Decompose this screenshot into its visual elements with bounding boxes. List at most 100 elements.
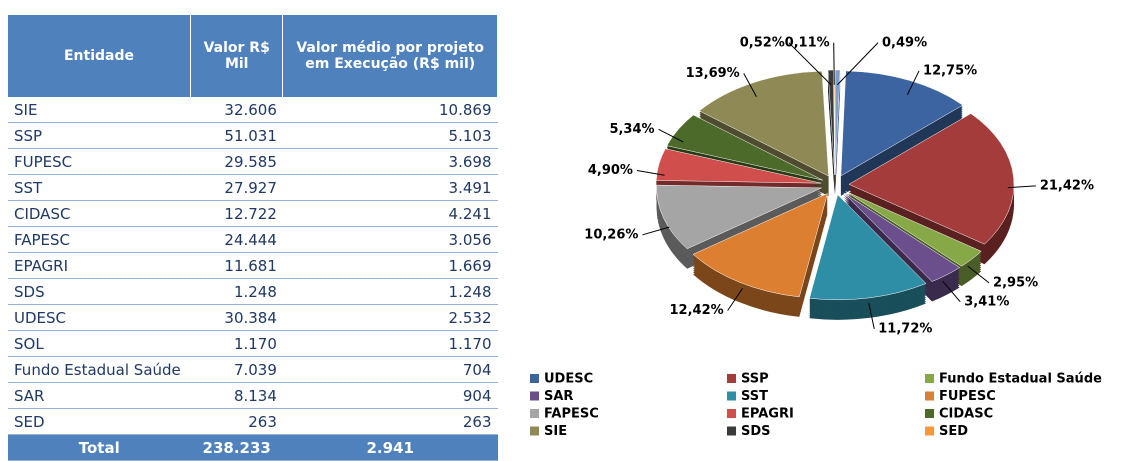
table-cell: 3.056 — [282, 226, 498, 253]
legend-label: EPAGRI — [741, 407, 794, 422]
table-cell: 3.698 — [282, 148, 498, 175]
table-cell: 11.681 — [190, 252, 283, 279]
legend-swatch — [925, 374, 934, 383]
leader-line — [658, 128, 684, 143]
legend-label: UDESC — [544, 372, 593, 387]
table-cell: 29.585 — [190, 148, 283, 175]
table-cell: 51.031 — [190, 122, 283, 149]
data-label: 0,49% — [882, 35, 927, 50]
legend-swatch — [727, 391, 736, 401]
table-cell: 1.669 — [282, 252, 498, 279]
slice — [698, 70, 829, 177]
table-row: FUPESC 29.585 3.698 — [8, 148, 498, 175]
table-cell: 263 — [282, 408, 498, 435]
leader-line — [743, 73, 757, 97]
slice — [666, 114, 823, 181]
data-label: 13,69% — [686, 66, 740, 81]
table-cell: Fundo Estadual Saúde — [8, 356, 191, 383]
table-cell: UDESC — [8, 304, 191, 331]
legend-label: SED — [939, 424, 968, 439]
table-cell: SDS — [8, 278, 191, 305]
data-label: 0,52% — [740, 35, 785, 50]
legend-swatch — [530, 374, 539, 383]
table-cell: SSP — [8, 122, 191, 149]
table-row: SST 27.927 3.491 — [8, 174, 498, 201]
table-cell: 704 — [282, 356, 498, 383]
data-label: 2,95% — [993, 275, 1038, 290]
legend-swatch — [925, 426, 934, 436]
table-cell: FAPESC — [8, 226, 191, 253]
table-row: UDESC 30.384 2.532 — [8, 304, 498, 331]
table-body: SIE 32.606 10.869 SSP 51.031 5.103 FUPESC 29.58… — [8, 97, 498, 461]
data-label: 4,90% — [588, 163, 633, 178]
legend-label: SSP — [741, 372, 769, 387]
header-cell: Entidade — [8, 15, 191, 97]
data-label: 12,75% — [923, 63, 977, 78]
table-cell: SOL — [8, 330, 191, 357]
table-cell: 5.103 — [282, 122, 498, 149]
table-row: SOL 1.170 1.170 — [8, 330, 498, 357]
leader-line — [1007, 185, 1036, 189]
table-row: SAR 8.134 904 — [8, 382, 498, 409]
leader-line — [906, 70, 920, 96]
table-cell: SAR — [8, 382, 191, 409]
legend-swatch — [925, 391, 934, 401]
leader-line — [642, 226, 670, 236]
slice — [848, 113, 1015, 245]
leader-line — [942, 280, 961, 303]
leader-line — [837, 42, 879, 86]
table-cell: 3.491 — [282, 174, 498, 201]
data-label: 12,42% — [670, 303, 724, 318]
table-row: SED 263 263 — [8, 408, 498, 435]
table-cell: 4.241 — [282, 200, 498, 227]
data-table: Entidade Valor R$ Mil Valor médio por pr… — [8, 15, 498, 461]
table-cell: 1.248 — [282, 278, 498, 305]
table-cell: 32.606 — [190, 97, 283, 123]
table-row: EPAGRI 11.681 1.669 — [8, 252, 498, 279]
data-label: 5,34% — [609, 122, 654, 137]
table-cell: SST — [8, 174, 191, 201]
table-row: FAPESC 24.444 3.056 — [8, 226, 498, 253]
slice — [834, 69, 841, 176]
leader-line — [868, 303, 875, 329]
header-row: Entidade Valor R$ Mil Valor médio por pr… — [8, 15, 498, 97]
table-cell: 904 — [282, 382, 498, 409]
slice — [809, 194, 927, 301]
table-row: SDS 1.248 1.248 — [8, 278, 498, 305]
legend-swatch — [530, 409, 539, 418]
data-label: 21,42% — [1040, 178, 1094, 193]
legend-label: CIDASC — [939, 407, 993, 422]
slice — [845, 191, 982, 267]
legend-swatch — [925, 409, 934, 418]
table-cell: 8.134 — [190, 382, 283, 409]
table-cell: 1.170 — [282, 330, 498, 357]
slice — [843, 192, 961, 282]
table-row: SIE 32.606 10.869 — [8, 97, 498, 123]
legend-swatch — [727, 409, 736, 418]
leader-line — [833, 42, 835, 85]
legend-label: SAR — [544, 389, 573, 404]
table-cell: 1.170 — [190, 330, 283, 357]
legend-label: SIE — [544, 424, 567, 439]
data-label: 11,72% — [878, 321, 932, 336]
table-cell: 7.039 — [190, 356, 283, 383]
legend-label: FAPESC — [544, 407, 599, 422]
table-cell: 27.927 — [190, 174, 283, 201]
table-cell: 12.722 — [190, 200, 283, 227]
table-cell: 1.248 — [190, 278, 283, 305]
slice — [656, 148, 822, 184]
table-cell: FUPESC — [8, 148, 191, 175]
table-cell: 24.444 — [190, 226, 283, 253]
table-cell: SED — [8, 408, 191, 435]
slice — [840, 70, 964, 177]
data-label: 0,11% — [785, 35, 830, 50]
legend-swatch — [727, 374, 736, 383]
legend-label: Fundo Estadual Saúde — [939, 372, 1102, 387]
table-cell: 263 — [190, 408, 283, 435]
table-row: SSP 51.031 5.103 — [8, 122, 498, 149]
table-cell: SIE — [8, 97, 191, 123]
table-cell: 10.869 — [282, 97, 498, 123]
legend-label: FUPESC — [939, 389, 996, 404]
table-row: Fundo Estadual Saúde 7.039 704 — [8, 356, 498, 383]
